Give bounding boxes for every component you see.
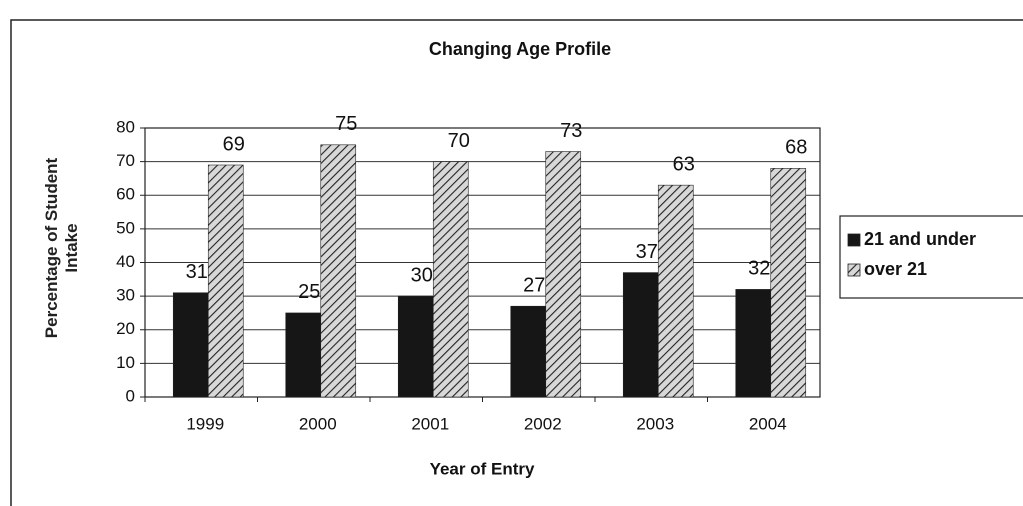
x-tick-label: 2001 bbox=[411, 414, 449, 433]
bar bbox=[397, 295, 434, 398]
y-tick-label: 60 bbox=[116, 185, 135, 204]
data-label: 25 bbox=[298, 281, 320, 303]
data-label: 68 bbox=[785, 137, 807, 159]
y-axis-label: Percentage of Student Intake bbox=[42, 157, 81, 339]
data-label: 31 bbox=[186, 261, 208, 283]
data-label: 63 bbox=[673, 153, 695, 175]
legend-swatch bbox=[847, 263, 861, 277]
y-tick-label: 20 bbox=[116, 319, 135, 338]
y-tick-label: 80 bbox=[116, 117, 135, 136]
y-tick-label: 40 bbox=[116, 252, 135, 271]
legend-frame bbox=[839, 215, 1023, 299]
bar bbox=[320, 144, 357, 398]
data-label: 69 bbox=[223, 133, 245, 155]
bar bbox=[657, 184, 694, 398]
x-tick-label: 2003 bbox=[636, 414, 674, 433]
bar bbox=[770, 168, 807, 398]
data-label: 27 bbox=[523, 274, 545, 296]
bar bbox=[172, 292, 209, 398]
bar bbox=[510, 305, 547, 398]
data-label: 75 bbox=[335, 113, 357, 135]
bar bbox=[545, 151, 582, 398]
x-tick-label: 2002 bbox=[524, 414, 562, 433]
x-axis-label: Year of Entry bbox=[430, 459, 535, 478]
data-label: 30 bbox=[411, 264, 433, 286]
bar bbox=[622, 272, 659, 398]
x-tick-label: 2000 bbox=[299, 414, 337, 433]
data-label: 73 bbox=[560, 120, 582, 142]
y-tick-label: 70 bbox=[116, 151, 135, 170]
bar bbox=[735, 289, 772, 398]
chart-frame bbox=[10, 19, 1023, 506]
legend-label: 21 and under bbox=[864, 229, 976, 249]
bar bbox=[207, 164, 244, 398]
y-tick-label: 0 bbox=[126, 386, 135, 405]
bar bbox=[432, 161, 469, 398]
legend-label: over 21 bbox=[864, 259, 927, 279]
y-tick-label: 10 bbox=[116, 353, 135, 372]
y-tick-label: 50 bbox=[116, 218, 135, 237]
y-tick-label: 30 bbox=[116, 286, 135, 305]
bar bbox=[285, 312, 322, 398]
x-tick-label: 2004 bbox=[749, 414, 787, 433]
data-label: 70 bbox=[448, 130, 470, 152]
data-label: 37 bbox=[636, 241, 658, 263]
chart-title: Changing Age Profile bbox=[429, 39, 611, 59]
legend-swatch bbox=[847, 233, 861, 247]
x-tick-label: 1999 bbox=[186, 414, 224, 433]
data-label: 32 bbox=[748, 258, 770, 280]
